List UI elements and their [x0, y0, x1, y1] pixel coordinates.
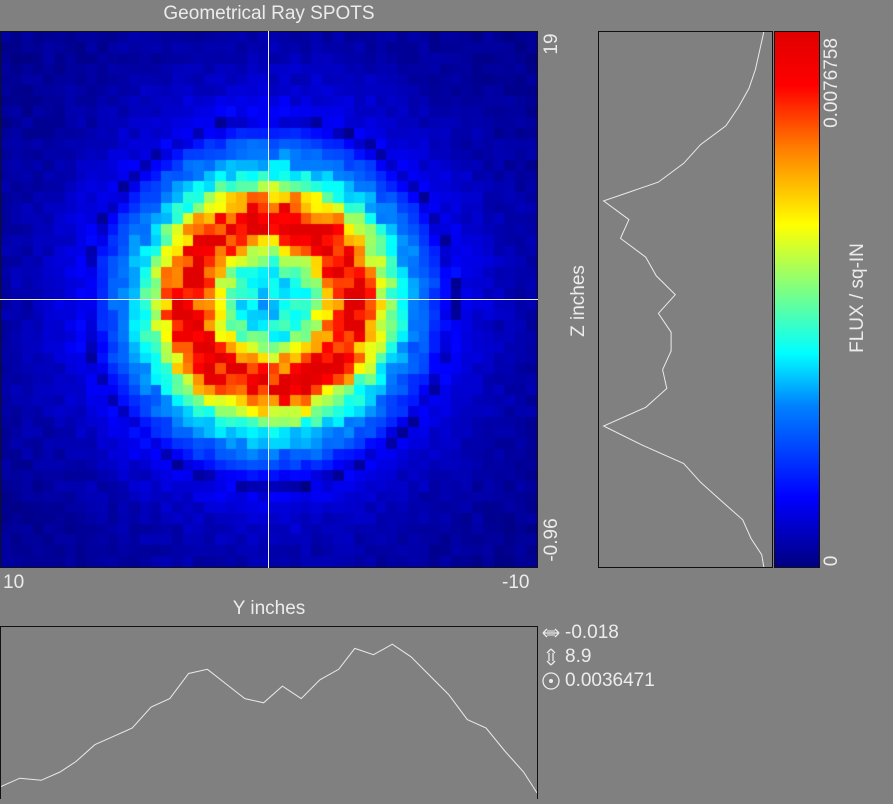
colorbar [774, 31, 820, 568]
stat-height-row: 8.9 [541, 646, 591, 668]
colorbar-title: FLUX / sq-IN [847, 243, 868, 353]
stat-peak-value: 0.0036471 [565, 670, 655, 691]
vertical-arrow-icon [546, 648, 556, 666]
vertical-profile-line [602, 31, 765, 568]
horizontal-arrow-icon [542, 628, 560, 638]
y-axis-right-tick: -10 [502, 572, 530, 593]
y-axis-title: Y inches [232, 598, 306, 619]
stat-height-value: 8.9 [565, 646, 592, 667]
stat-peak-row: 0.0036471 [541, 670, 655, 692]
colorbar-max-label: 0.0076758 [821, 38, 842, 128]
chart-title: Geometrical Ray SPOTS [163, 3, 375, 24]
z-axis-title: Z inches [568, 265, 589, 337]
z-axis-top-tick: 19 [541, 33, 562, 55]
colorbar-min-label: 0 [821, 555, 842, 567]
stat-width-value: -0.018 [565, 622, 619, 643]
colorbar-gradient [775, 32, 819, 567]
vertical-profile-plot [598, 31, 773, 568]
y-axis-left-tick: 10 [3, 572, 25, 593]
circled-dot-icon [542, 672, 560, 690]
horizontal-profile-plot [0, 626, 538, 799]
horizontal-profile-line [0, 643, 538, 794]
z-axis-bottom-tick: -0.96 [541, 518, 562, 562]
crosshair-horizontal [0, 299, 538, 300]
horizontal-profile-svg [0, 643, 538, 794]
vertical-profile-svg [602, 31, 765, 568]
stat-width-row: -0.018 [541, 622, 619, 644]
